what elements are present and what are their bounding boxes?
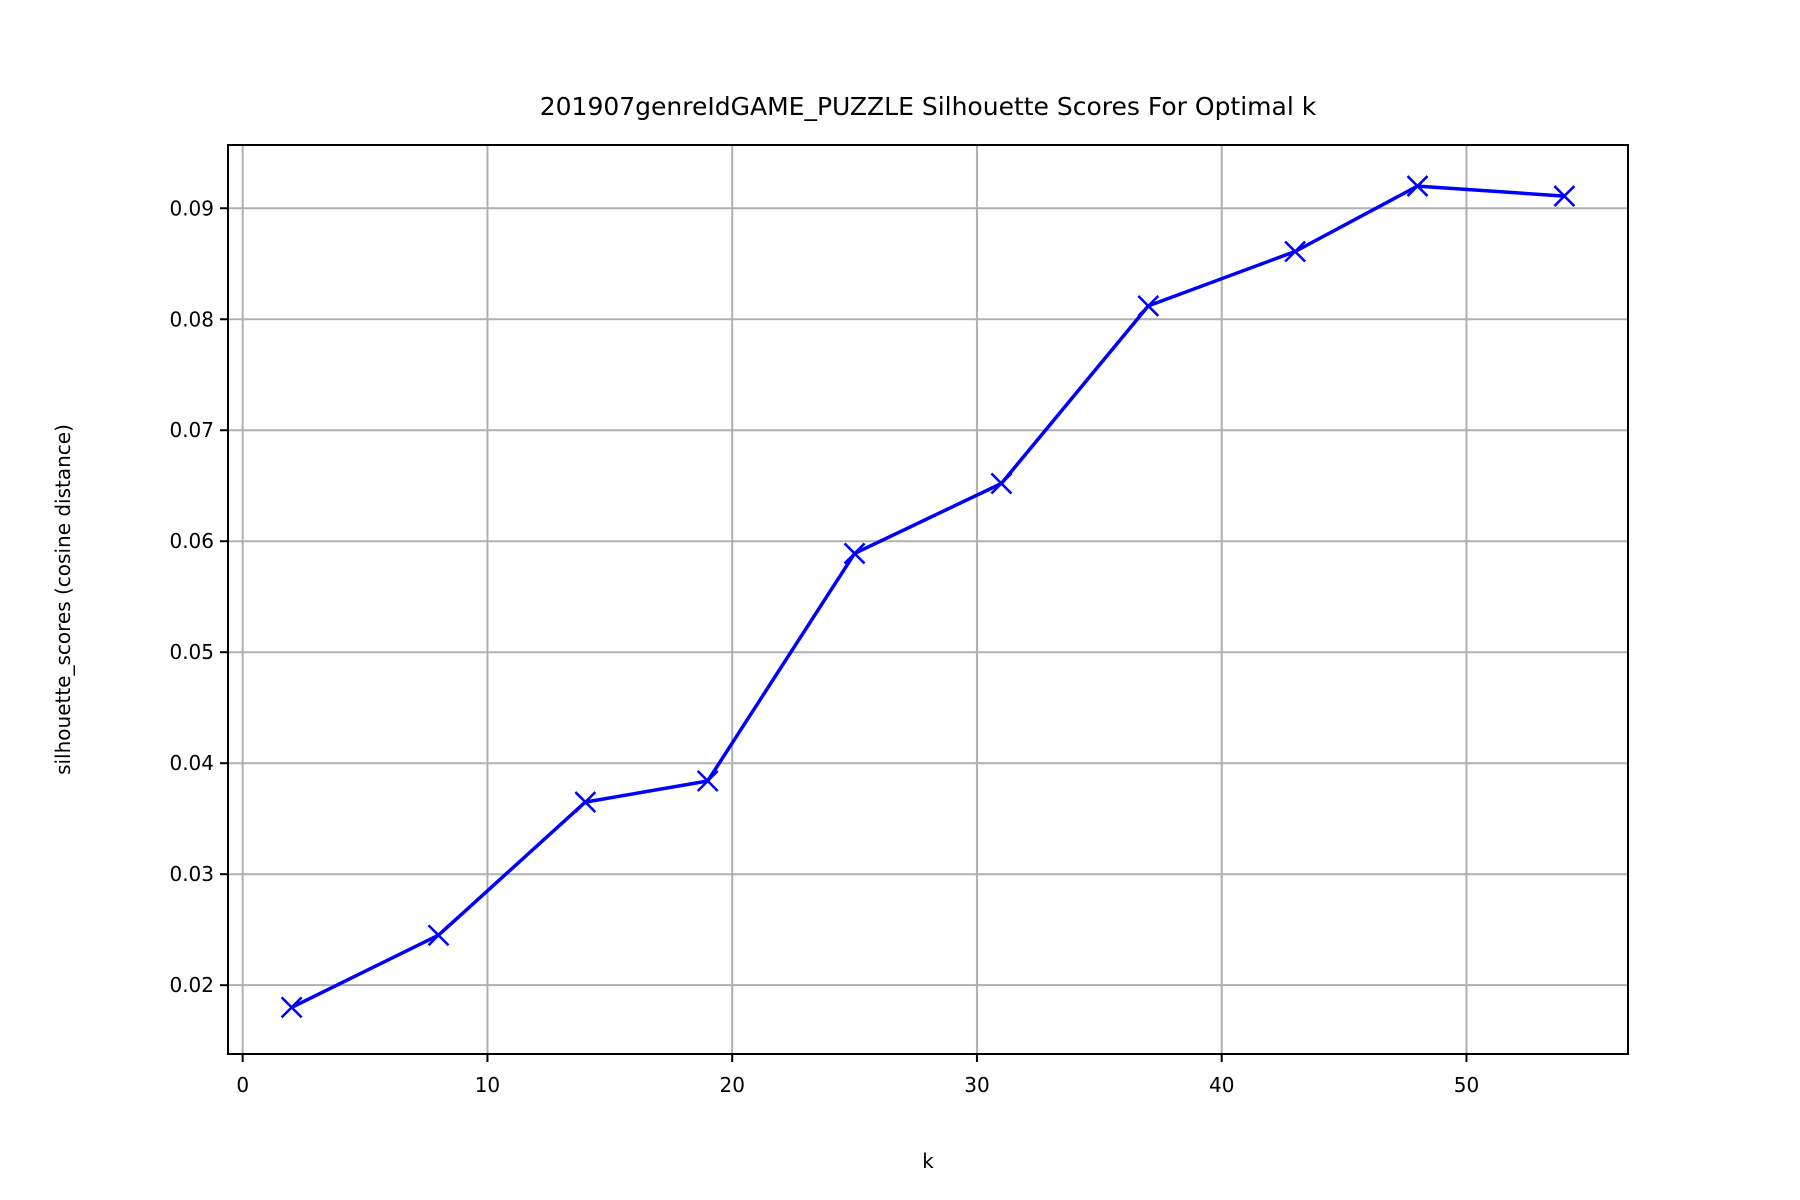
y-tick-label: 0.07	[169, 418, 214, 442]
data-point-marker	[280, 996, 303, 1019]
chart-title: 201907genreIdGAME_PUZZLE Silhouette Scor…	[540, 92, 1317, 121]
y-tick-label: 0.09	[169, 196, 214, 220]
x-tick-label: 30	[964, 1073, 989, 1097]
x-tick-label: 40	[1209, 1073, 1234, 1097]
series-line	[290, 184, 1565, 1009]
series-layer	[280, 175, 1576, 1019]
x-tick-label: 10	[475, 1073, 500, 1097]
y-axis-label: silhouette_scores (cosine distance)	[51, 424, 75, 775]
y-tick-label: 0.05	[169, 640, 214, 664]
data-point-marker	[1137, 295, 1160, 317]
data-point-marker	[1553, 185, 1576, 207]
plot-frame	[227, 144, 1629, 1055]
y-tick-label: 0.02	[169, 973, 214, 997]
y-tick-label: 0.08	[169, 307, 214, 331]
grid	[228, 145, 1628, 1054]
x-tick-label: 20	[719, 1073, 744, 1097]
x-tick-label: 50	[1454, 1073, 1479, 1097]
data-point-marker	[1406, 175, 1429, 197]
data-point-marker	[1284, 240, 1307, 263]
data-point-marker	[574, 791, 597, 813]
x-tick-label: 0	[236, 1073, 249, 1097]
y-tick-label: 0.04	[169, 751, 214, 775]
ticks: 0 10 20 30 40 50 0.02 0.03 0.04 0.05 0.06 0.07 0.08 0…	[169, 196, 1479, 1097]
y-tick-label: 0.03	[169, 862, 214, 886]
data-point-marker	[696, 770, 719, 792]
x-axis-label: k	[922, 1149, 934, 1173]
data-point-marker	[843, 542, 866, 565]
data-point-marker	[990, 472, 1013, 495]
data-point-marker	[427, 924, 450, 947]
y-tick-label: 0.06	[169, 529, 214, 553]
